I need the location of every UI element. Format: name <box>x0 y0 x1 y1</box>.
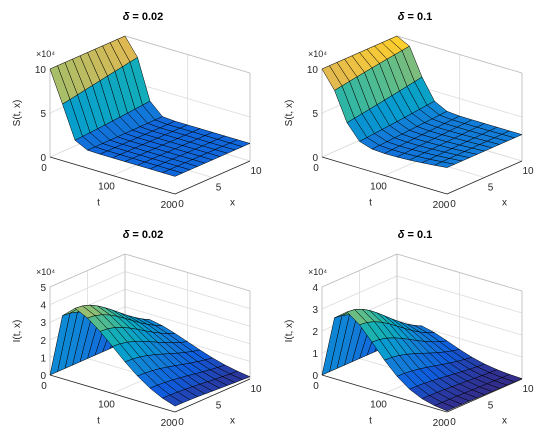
z-axis-label: S(t, x) <box>284 100 295 127</box>
surface <box>49 304 251 407</box>
x-tick-label: 10 <box>522 166 534 177</box>
t-axis-label: t <box>97 416 100 427</box>
z-axis-label: I(t, x) <box>12 320 23 343</box>
z-axis-label: I(t, x) <box>284 320 295 343</box>
z-tick-label: 1 <box>40 353 46 364</box>
t-tick-label: 200 <box>161 418 178 429</box>
x-tick-label: 5 <box>488 183 494 194</box>
x-tick-label: 0 <box>450 417 456 428</box>
axis-lines <box>321 374 523 413</box>
surface <box>321 35 523 168</box>
x-tick-label: 10 <box>250 166 262 177</box>
x-tick-label: 5 <box>488 401 494 412</box>
t-tick-label: 100 <box>370 182 387 193</box>
x-tick-label: 10 <box>250 384 262 395</box>
x-tick-label: 0 <box>178 199 184 210</box>
z-tick-label: 4 <box>40 301 46 312</box>
subplot-title: δ = 0.1 <box>398 229 433 241</box>
z-tick-label: 5 <box>40 283 46 294</box>
z-tick-label: 0 <box>312 371 318 382</box>
axis-lines <box>321 156 523 195</box>
t-tick-label: 0 <box>41 163 47 174</box>
z-tick-label: 1 <box>312 349 318 360</box>
t-tick-label: 100 <box>98 400 115 411</box>
title-value: = 0.1 <box>407 11 432 23</box>
t-tick-label: 0 <box>41 381 47 392</box>
z-tick-label: 2 <box>40 336 46 347</box>
t-tick-label: 0 <box>313 163 319 174</box>
title-symbol: δ <box>123 229 130 241</box>
z-multiplier: ×10⁴ <box>308 49 327 59</box>
surface <box>49 35 251 177</box>
z-tick-label: 5 <box>312 109 318 120</box>
title-value: = 0.02 <box>132 229 163 241</box>
t-tick-label: 200 <box>161 200 178 211</box>
axis-lines <box>49 374 251 413</box>
title-symbol: δ <box>398 229 405 241</box>
t-axis-label: t <box>97 198 100 209</box>
subplot-title: δ = 0.02 <box>123 229 164 241</box>
axis-lines <box>49 156 251 195</box>
title-symbol: δ <box>123 11 130 23</box>
z-multiplier: ×10⁴ <box>36 267 55 277</box>
z-tick-label: 10 <box>307 65 319 76</box>
surface <box>321 308 523 412</box>
t-tick-label: 0 <box>313 381 319 392</box>
z-tick-label: 3 <box>312 305 318 316</box>
x-axis-label: x <box>230 416 235 427</box>
surface-patch <box>433 161 456 168</box>
surface-patch <box>433 402 456 412</box>
subplot-title: δ = 0.1 <box>398 11 433 23</box>
z-tick-label: 0 <box>40 371 46 382</box>
x-axis-label: x <box>502 416 507 427</box>
x-tick-label: 0 <box>178 417 184 428</box>
z-tick-label: 3 <box>40 318 46 329</box>
title-value: = 0.02 <box>132 11 163 23</box>
subplot-title: δ = 0.02 <box>123 11 164 23</box>
z-multiplier: ×10⁴ <box>36 49 55 59</box>
x-axis-label: x <box>502 198 507 209</box>
x-tick-label: 10 <box>522 384 534 395</box>
t-tick-label: 100 <box>98 182 115 193</box>
z-multiplier: ×10⁴ <box>308 267 327 277</box>
z-tick-label: 0 <box>312 153 318 164</box>
x-axis-label: x <box>230 198 235 209</box>
surface-patch <box>161 169 184 177</box>
title-value: = 0.1 <box>407 229 432 241</box>
z-tick-label: 5 <box>40 109 46 120</box>
surface-patch <box>161 394 184 407</box>
x-tick-label: 5 <box>216 183 222 194</box>
title-symbol: δ <box>398 11 405 23</box>
x-tick-label: 5 <box>216 401 222 412</box>
t-axis-label: t <box>369 198 372 209</box>
t-tick-label: 100 <box>370 400 387 411</box>
z-tick-label: 0 <box>40 153 46 164</box>
z-tick-label: 4 <box>312 283 318 294</box>
z-tick-label: 10 <box>35 65 47 76</box>
t-tick-label: 200 <box>433 418 450 429</box>
t-axis-label: t <box>369 416 372 427</box>
t-tick-label: 200 <box>433 200 450 211</box>
x-tick-label: 0 <box>450 199 456 210</box>
z-axis-label: S(t, x) <box>12 100 23 127</box>
z-tick-label: 2 <box>312 327 318 338</box>
